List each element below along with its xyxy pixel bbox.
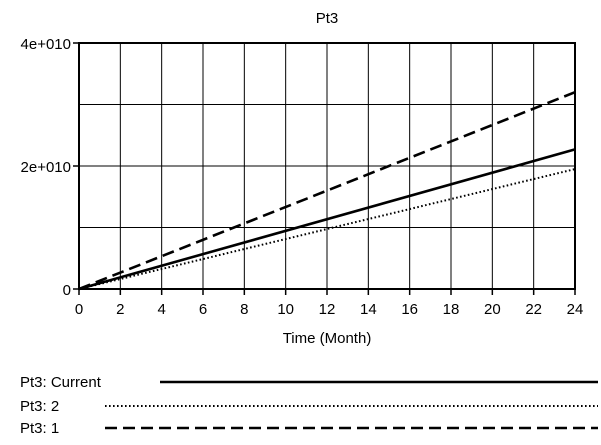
x-tick-label: 14 — [360, 301, 377, 318]
x-tick-label: 10 — [277, 301, 294, 318]
grid — [79, 43, 575, 289]
chart-title: Pt3 — [316, 10, 339, 27]
series-lines — [78, 90, 576, 291]
legend-label: Pt3: Current — [20, 374, 102, 391]
x-tick-label: 22 — [525, 301, 542, 318]
x-tick-label: 18 — [443, 301, 460, 318]
series-line-dotted — [78, 168, 576, 290]
series-line-solid — [78, 148, 576, 291]
y-tick-label: 0 — [63, 282, 71, 299]
legend-label: Pt3: 2 — [20, 398, 59, 415]
x-tick-label: 16 — [401, 301, 418, 318]
y-axis-ticks: 0 2e+010 4e+010 — [21, 36, 79, 299]
x-tick-label: 20 — [484, 301, 501, 318]
x-tick-label: 2 — [116, 301, 124, 318]
x-tick-label: 0 — [75, 301, 83, 318]
legend-label: Pt3: 1 — [20, 420, 59, 437]
x-axis-label: Time (Month) — [283, 330, 372, 347]
x-tick-label: 24 — [567, 301, 584, 318]
x-tick-label: 8 — [240, 301, 248, 318]
y-tick-label: 2e+010 — [21, 159, 71, 176]
x-tick-label: 6 — [199, 301, 207, 318]
x-tick-label: 4 — [157, 301, 165, 318]
legend: Pt3: Current Pt3: 2 Pt3: 1 — [20, 374, 598, 437]
x-axis-ticks: 0 2 4 6 8 10 12 14 16 18 20 22 24 — [75, 289, 584, 318]
y-tick-label: 4e+010 — [21, 36, 71, 53]
x-tick-label: 12 — [319, 301, 336, 318]
